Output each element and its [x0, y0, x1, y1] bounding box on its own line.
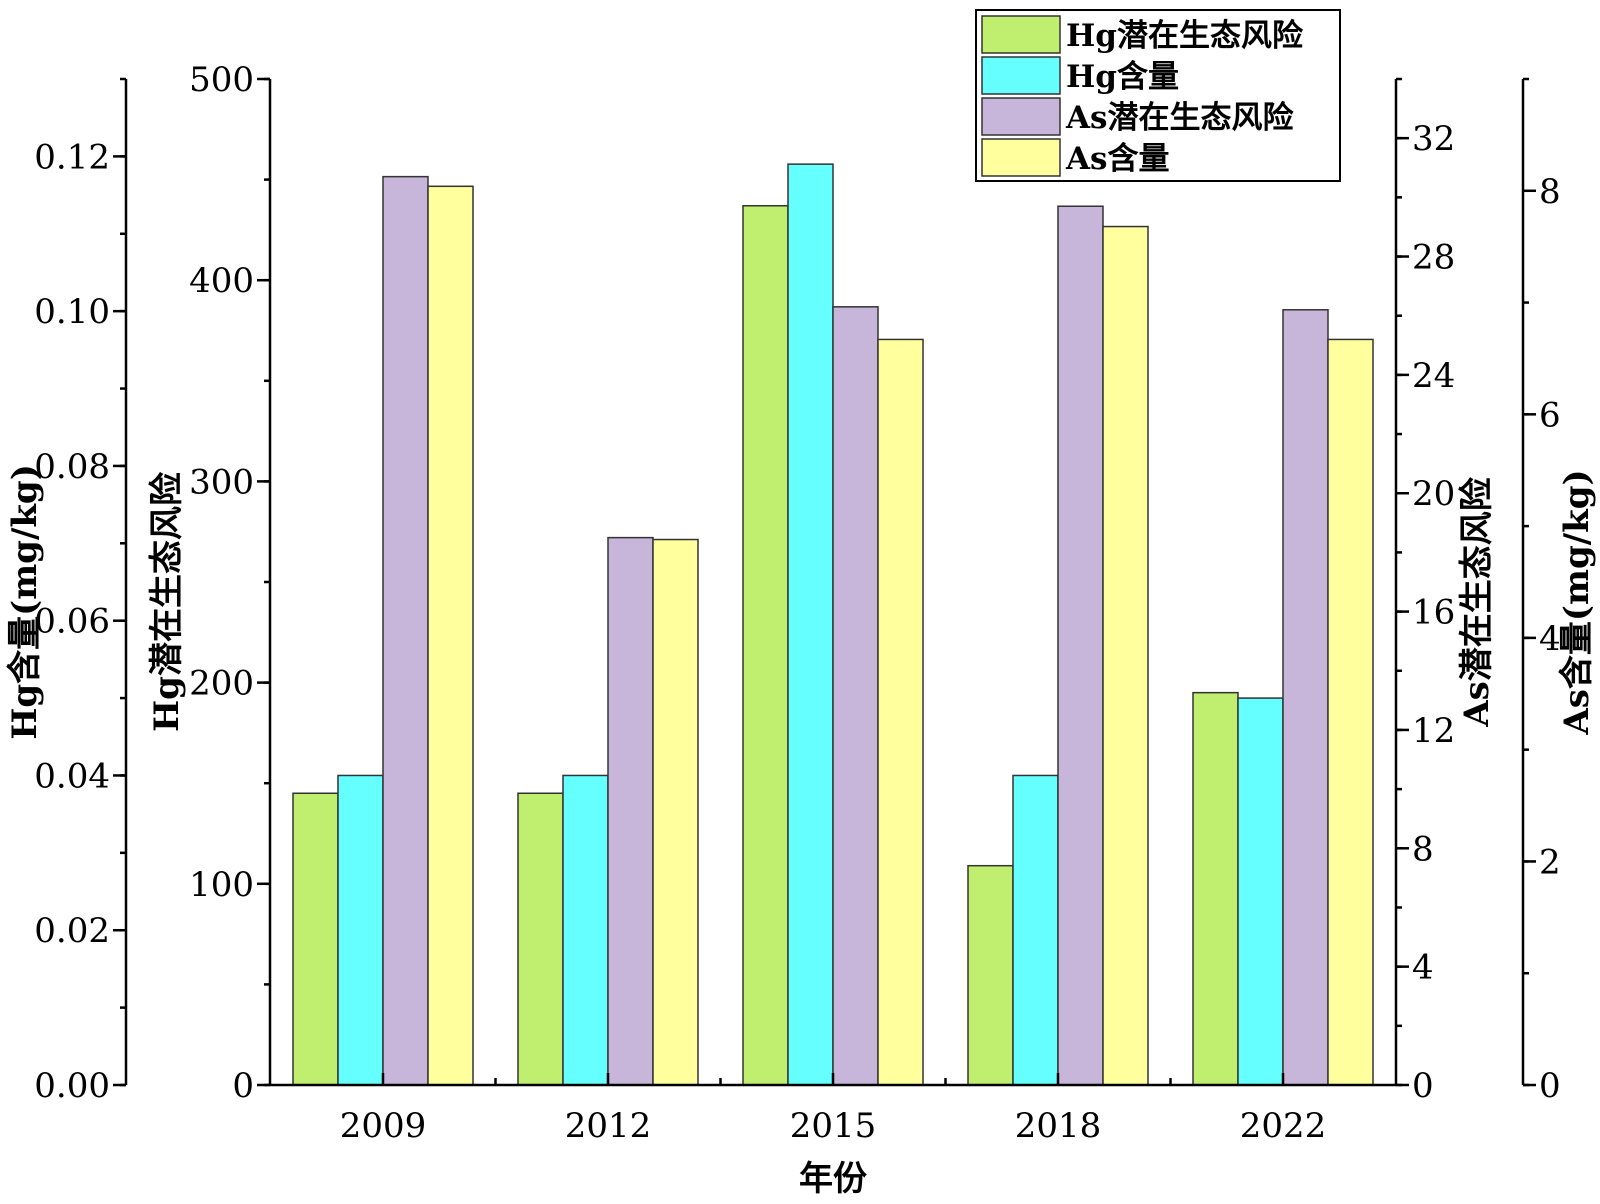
- bar-2009-series-3: [382, 175, 429, 1086]
- bar-2009-series-1: [292, 792, 339, 1086]
- tick-label-hg_content: 0.04: [34, 756, 110, 796]
- tick-label-hg_risk: 100: [189, 865, 254, 905]
- tick-label-hg_content: 0.12: [34, 137, 110, 177]
- bar-2015-series-4: [877, 338, 924, 1086]
- bar-2009-series-2: [337, 774, 384, 1086]
- tick-label-as_risk: 0: [1412, 1066, 1434, 1106]
- legend-swatch-3: [981, 97, 1061, 136]
- tick-label-hg_risk: 0: [232, 1066, 254, 1106]
- bar-2018-series-3: [1057, 205, 1104, 1086]
- bar-2012-series-4: [652, 538, 699, 1086]
- bar-2022-series-3: [1282, 309, 1329, 1086]
- tick-label-as_content: 4: [1539, 619, 1561, 659]
- tick-label-as_risk: 28: [1412, 238, 1455, 278]
- axes-group: 0.00 0.02 0.04 0.06 0.08 0.10 0.12 Hg含量(mg/kg) 0…: [5, 60, 1597, 1199]
- bar-2015-series-2: [787, 163, 834, 1086]
- tick-label-as_risk: 8: [1412, 829, 1434, 869]
- bar-2012-series-2: [562, 774, 609, 1086]
- legend-swatch-4: [981, 138, 1061, 177]
- legend: Hg潜在生态风险 Hg含量 As潜在生态风险 As含量: [975, 9, 1341, 182]
- tick-label-as_risk: 20: [1412, 474, 1455, 514]
- tick-label-hg_risk: 500: [189, 60, 254, 100]
- bar-2022-series-2: [1237, 697, 1284, 1086]
- bar-2022-series-4: [1327, 338, 1374, 1086]
- bar-2009-series-4: [427, 185, 474, 1086]
- tick-label-hg_content: 0.06: [34, 602, 110, 642]
- axis-title-as_content: As含量(mg/kg): [1557, 469, 1597, 735]
- tick-label-hg_content: 0.10: [34, 292, 110, 332]
- bar-2022-series-1: [1192, 691, 1239, 1086]
- x-tick-label: 2018: [1015, 1106, 1102, 1146]
- bars-group: [292, 163, 1374, 1086]
- axis-title-hg_risk: Hg潜在生态风险: [147, 471, 187, 732]
- tick-label-as_risk: 24: [1412, 356, 1455, 396]
- tick-label-as_content: 2: [1539, 842, 1561, 882]
- bar-2012-series-3: [607, 536, 654, 1086]
- tick-label-hg_content: 0.00: [34, 1066, 110, 1106]
- tick-label-hg_content: 0.02: [34, 911, 110, 951]
- legend-label-4: As含量: [1065, 141, 1170, 177]
- bar-2012-series-1: [517, 792, 564, 1086]
- x-tick-label: 2015: [790, 1106, 877, 1146]
- tick-label-hg_content: 0.08: [34, 447, 110, 487]
- legend-label-2: Hg含量: [1066, 59, 1179, 95]
- x-tick-label: 2009: [340, 1106, 427, 1146]
- tick-label-as_risk: 16: [1412, 593, 1455, 633]
- axis-title-as_risk: As潜在生态风险: [1457, 476, 1497, 728]
- x-tick-label: 2022: [1240, 1106, 1327, 1146]
- tick-label-as_content: 8: [1539, 172, 1561, 212]
- x-axis-title: 年份: [799, 1159, 867, 1199]
- bar-2015-series-3: [832, 306, 879, 1086]
- tick-label-as_content: 0: [1539, 1066, 1561, 1106]
- bar-2015-series-1: [742, 205, 789, 1086]
- legend-swatch-2: [981, 56, 1061, 95]
- bar-2018-series-2: [1012, 774, 1059, 1086]
- tick-label-as_risk: 32: [1412, 119, 1455, 159]
- tick-label-as_risk: 12: [1412, 711, 1455, 751]
- legend-label-3: As潜在生态风险: [1065, 100, 1295, 136]
- tick-label-as_content: 6: [1539, 395, 1561, 435]
- tick-label-hg_risk: 200: [189, 664, 254, 704]
- tick-label-hg_risk: 400: [189, 261, 254, 301]
- x-tick-label: 2012: [565, 1106, 652, 1146]
- axis-title-hg_content: Hg含量(mg/kg): [5, 464, 45, 740]
- bar-2018-series-4: [1102, 225, 1149, 1086]
- legend-label-1: Hg潜在生态风险: [1066, 18, 1304, 54]
- bar-2018-series-1: [967, 864, 1014, 1086]
- tick-label-as_risk: 4: [1412, 948, 1434, 988]
- legend-swatch-1: [981, 15, 1061, 54]
- tick-label-hg_risk: 300: [189, 462, 254, 502]
